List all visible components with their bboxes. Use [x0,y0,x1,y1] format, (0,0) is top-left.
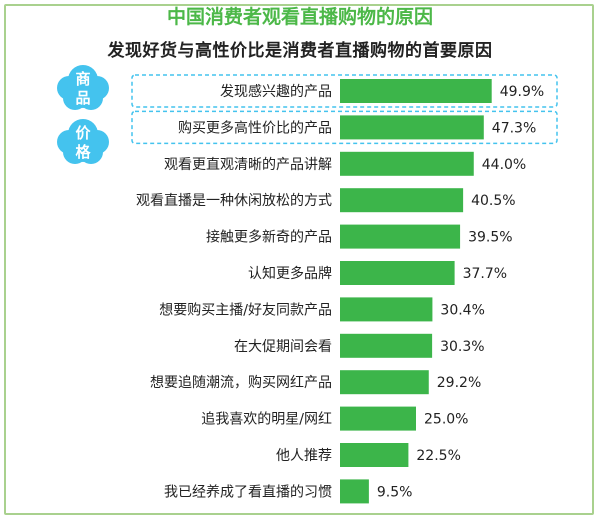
chart-subtitle: 发现好货与高性价比是消费者直播购物的首要原因 [107,41,493,61]
cloud-shape [57,119,109,164]
badge-price: 价 格 [65,124,101,162]
bar [340,297,433,322]
category-label: 我已经养成了看直播的习惯 [164,483,332,500]
category-label: 接触更多新奇的产品 [206,229,332,246]
value-label: 29.2% [437,375,481,391]
bar [340,370,429,395]
category-labels: 发现感兴趣的产品购买更多高性价比的产品观看更直观清晰的产品讲解观看直播是一种休闲… [136,83,332,500]
value-label: 44.0% [482,157,526,173]
value-labels: 49.9% 47.3% 44.0% 40.5% 39.5% 37.7% 30.4% 30.3%… [377,84,544,500]
badge-price-char-2: 格 [75,143,91,161]
highlight-boxes [131,74,558,145]
value-label: 47.3% [492,120,536,136]
category-label: 发现感兴趣的产品 [220,83,332,100]
category-label: 想要购买主播/好友同款产品 [159,302,332,318]
badge-price-char-1: 价 [75,124,91,142]
value-label: 30.3% [440,339,484,355]
category-label: 购买更多高性价比的产品 [178,119,332,136]
category-label: 观看更直观清晰的产品讲解 [164,156,332,173]
badge-goods-char-1: 商 [75,70,91,88]
bar [340,333,433,358]
value-label: 40.5% [471,193,515,209]
value-label: 37.7% [463,266,507,282]
bar [340,443,409,467]
chart-title-text: 中国消费者观看直播购物的原因 [156,6,443,28]
cloud-shape [57,65,109,110]
badge-goods-char-2: 品 [75,89,91,107]
bar [340,406,416,431]
value-label: 30.4% [440,302,484,318]
highlight-box [131,74,558,108]
value-label: 49.9% [500,84,544,100]
value-label: 39.5% [468,230,512,246]
category-label: 观看直播是一种休闲放松的方式 [136,192,332,209]
category-label: 认知更多品牌 [248,265,332,282]
cloud-badges [57,65,109,164]
bar [340,188,464,213]
value-label: 22.5% [416,448,460,464]
chart-title: 中国消费者观看直播购物的原因 [0,2,600,32]
bar [340,261,455,285]
badge-goods: 商 品 [65,70,101,108]
category-label: 他人推荐 [276,448,332,464]
value-label: 9.5% [377,484,413,500]
bar [340,115,484,140]
bars [340,79,492,504]
bar [340,224,461,249]
bar [340,479,369,504]
category-label: 在大促期间会看 [234,339,332,355]
category-label: 想要追随潮流，购买网红产品 [150,375,332,391]
highlight-box [131,110,558,145]
chart-frame [4,4,594,515]
bar [340,79,492,103]
value-label: 25.0% [424,412,468,428]
category-label: 追我喜欢的明星/网红 [201,412,332,428]
bar [340,151,474,176]
